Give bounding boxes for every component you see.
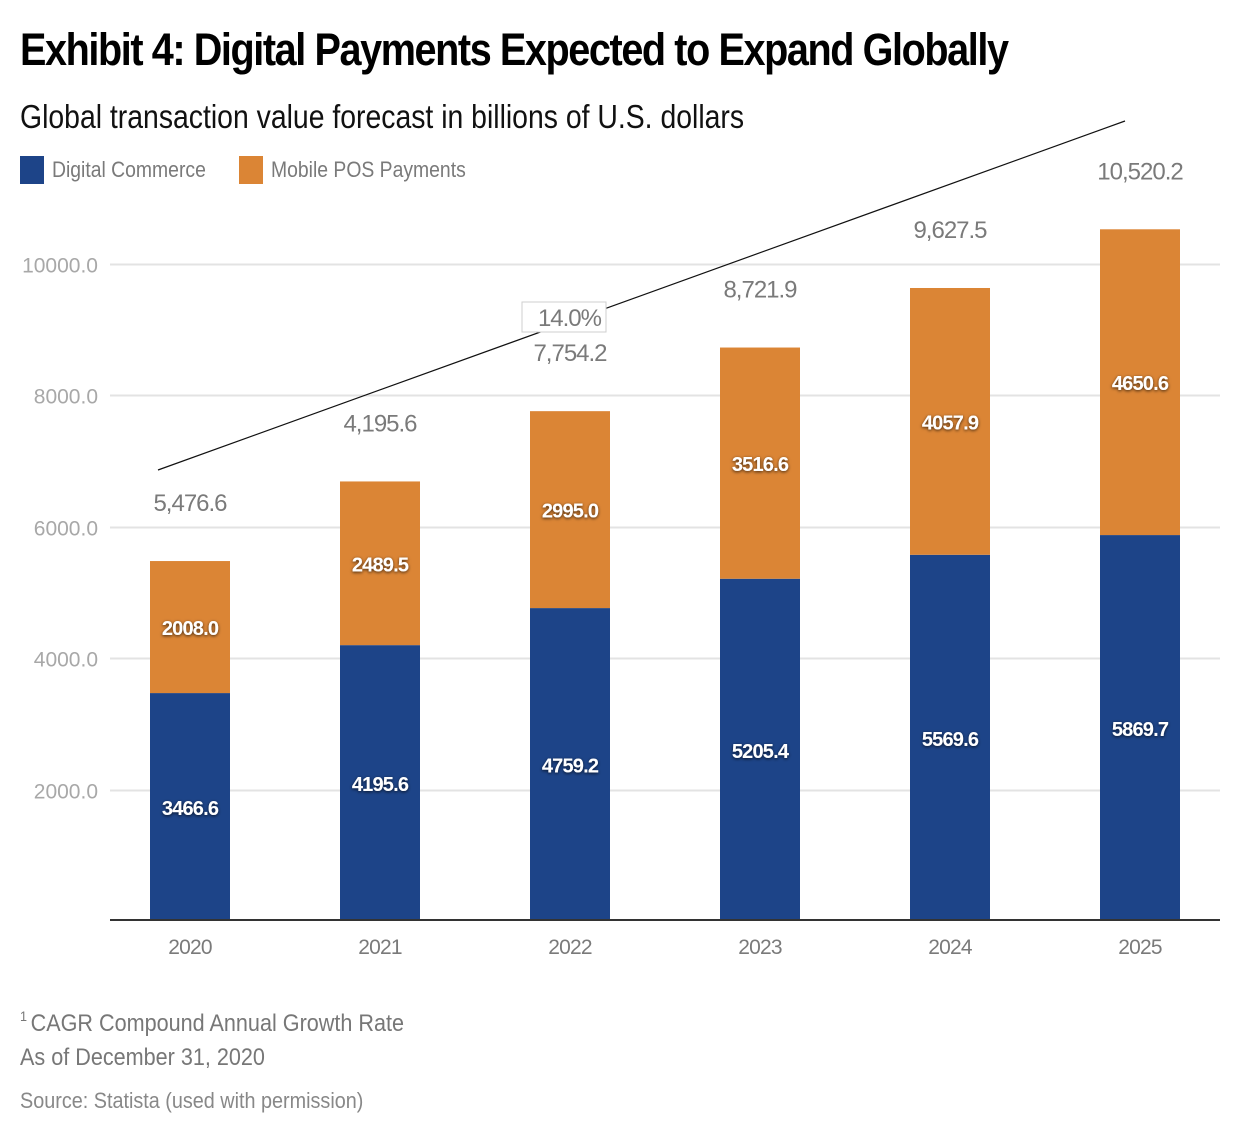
bar-digital-commerce <box>340 645 420 921</box>
bar-mobile-pos <box>1100 229 1180 536</box>
bar-mobile-pos <box>720 347 800 579</box>
y-tick-label: 4000.0 <box>34 649 98 672</box>
footnote-date: As of December 31, 2020 <box>20 1044 265 1071</box>
bar-mobile-pos <box>910 287 990 555</box>
legend-item-digital-commerce: Digital Commerce <box>20 156 227 184</box>
chart-subtitle: Global transaction value forecast in bil… <box>20 98 745 135</box>
total-label: 7,754.2 <box>533 340 607 367</box>
chart-title: Exhibit 4: Digital Payments Expected to … <box>20 24 1009 75</box>
cagr-trend: 14.0% <box>157 120 1126 471</box>
data-label-digital-commerce: 4195.6 <box>352 774 409 796</box>
bar-digital-commerce <box>720 578 800 921</box>
legend-swatch-digital-commerce <box>20 156 44 184</box>
x-tick-label: 2025 <box>1118 936 1162 959</box>
footnote-cagr: 1 CAGR Compound Annual Growth Rate <box>20 1008 405 1038</box>
data-label-mobile-pos: 2995.0 <box>542 501 599 523</box>
cagr-label: 14.0% <box>538 305 602 332</box>
y-tick-label: 6000.0 <box>34 518 98 541</box>
total-label: 10,520.2 <box>1097 158 1183 185</box>
bar-digital-commerce <box>1100 535 1180 921</box>
y-tick-label: 10000.0 <box>22 255 98 278</box>
footnote-marker: 1 <box>20 1008 28 1024</box>
legend-label: Mobile POS Payments <box>270 157 466 182</box>
x-tick-label: 2023 <box>738 936 782 959</box>
y-tick-label: 2000.0 <box>34 781 98 804</box>
total-label: 5,476.6 <box>153 490 227 517</box>
legend-swatch-mobile-pos <box>238 156 263 184</box>
data-label-mobile-pos: 2489.5 <box>352 554 409 576</box>
y-tick-label: 8000.0 <box>34 386 98 409</box>
data-label-mobile-pos: 4650.6 <box>1112 373 1169 395</box>
data-label-digital-commerce: 4759.2 <box>542 756 599 778</box>
legend: Digital Commerce Mobile POS Payments <box>20 156 508 184</box>
data-label-digital-commerce: 5205.4 <box>732 741 790 763</box>
bar-mobile-pos <box>530 411 610 609</box>
bars <box>150 229 1180 921</box>
data-label-mobile-pos: 4057.9 <box>922 412 979 434</box>
x-tick-label: 2020 <box>168 936 212 959</box>
legend-item-mobile-pos: Mobile POS Payments <box>238 156 492 184</box>
total-label: 8,721.9 <box>723 277 797 304</box>
legend-label: Digital Commerce <box>52 157 206 182</box>
data-label-digital-commerce: 5869.7 <box>1112 719 1169 741</box>
data-labels: 3466.6 2008.0 5,476.6 4195.6 2489.5 4,195.6 47… <box>153 158 1184 820</box>
bar-mobile-pos <box>340 481 420 646</box>
data-label-mobile-pos: 3516.6 <box>732 454 789 476</box>
x-tick-label: 2021 <box>358 936 402 959</box>
data-label-mobile-pos: 2008.0 <box>162 618 219 640</box>
axes: 2000.0 4000.0 6000.0 8000.0 10000.0 2020 2021 2… <box>22 255 1220 959</box>
bar-mobile-pos <box>150 561 230 694</box>
footnote-text: CAGR Compound Annual Growth Rate <box>30 1010 405 1037</box>
cagr-label-box <box>521 301 607 333</box>
x-tick-label: 2022 <box>548 936 592 959</box>
bar-digital-commerce <box>530 608 610 921</box>
data-label-digital-commerce: 3466.6 <box>162 798 219 820</box>
stacked-bar-chart: 14.0% 3466.6 2008.0 5,476.6 4195.6 2489.5 4,1… <box>22 120 1220 959</box>
bar-digital-commerce <box>910 554 990 921</box>
gridlines <box>110 263 1220 792</box>
x-tick-label: 2024 <box>928 936 973 959</box>
source-note: Source: Statista (used with permission) <box>20 1088 364 1113</box>
cagr-trend-line <box>157 120 1126 471</box>
bar-digital-commerce <box>150 693 230 921</box>
total-label: 4,195.6 <box>343 410 417 437</box>
total-label: 9,627.5 <box>913 217 987 244</box>
data-label-digital-commerce: 5569.6 <box>922 729 979 751</box>
